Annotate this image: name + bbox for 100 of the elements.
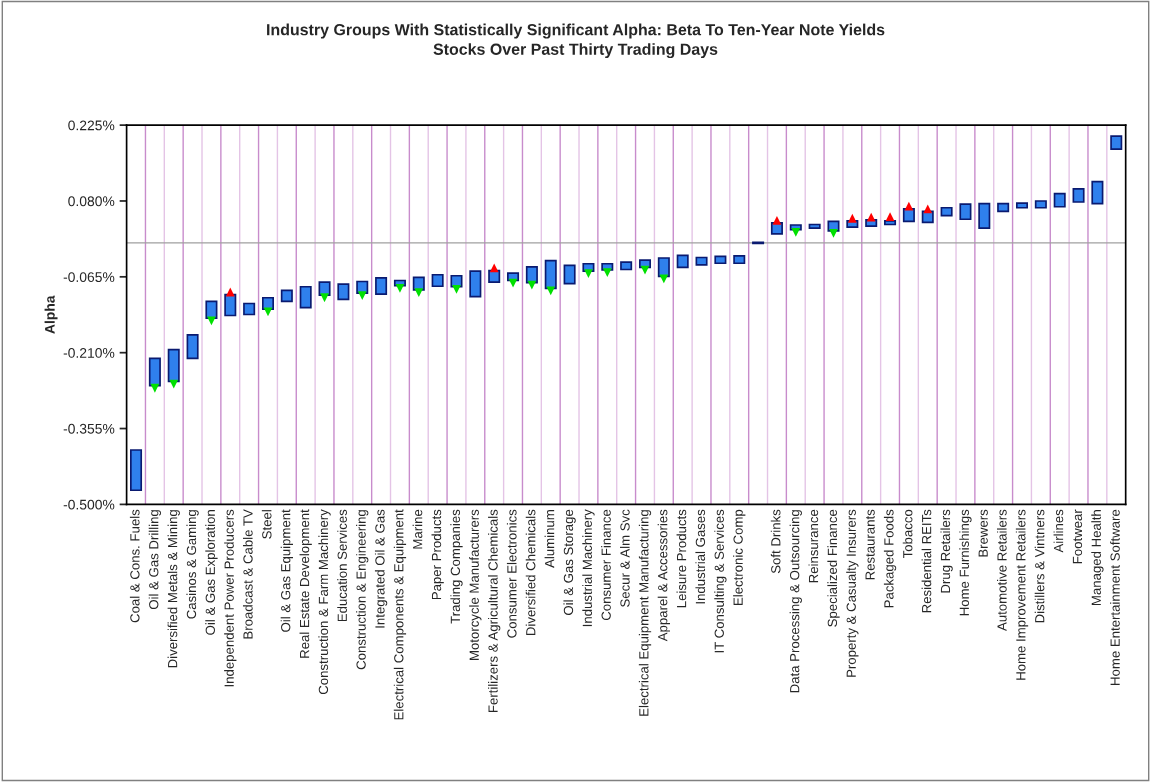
point: [508, 278, 518, 288]
point: [357, 291, 367, 301]
x-tick-label: Broadcast & Cable TV: [242, 509, 253, 639]
x-tick-label: Residential REITs: [921, 509, 932, 613]
bar: [695, 256, 708, 266]
point: [150, 383, 160, 393]
x-tick-label: Home Entertainment Software: [1110, 509, 1120, 685]
bar: [808, 223, 821, 230]
chart-title: Industry Groups With Statistically Significant Alpha: Beta To Ten-Year Note Yields: [267, 23, 885, 39]
bar: [299, 285, 312, 309]
point: [207, 316, 216, 326]
point: [584, 269, 593, 279]
y-tick-label: -0.210%: [63, 348, 115, 358]
x-tick-label: Coal & Cons. Fuels: [129, 509, 140, 623]
x-tick-label: Leisure Products: [676, 509, 687, 608]
x-tick-label: Aluminum: [544, 510, 555, 568]
point: [602, 268, 612, 278]
point: [904, 201, 914, 211]
x-tick-label: Oil & Gas Storage: [563, 509, 576, 615]
x-tick-label: Distillers & Vintners: [1034, 509, 1045, 623]
y-tick-label: -0.355%: [63, 423, 115, 434]
bar: [337, 283, 350, 301]
point: [263, 307, 273, 317]
y-tick-label: 0.080%: [68, 196, 115, 207]
x-tick-label: Drug Retailers: [940, 509, 953, 593]
point: [452, 284, 461, 294]
x-tick-label: IT Consulting & Services: [714, 509, 727, 653]
x-tick-label: Independent Power Producers: [224, 509, 237, 687]
bar: [167, 348, 180, 383]
x-tick-label: Consumer Electronics: [506, 509, 517, 638]
point: [866, 212, 876, 222]
point: [829, 229, 838, 238]
x-tick-label: Consumer Finance: [601, 509, 611, 621]
x-tick-label: Tobacco: [902, 509, 913, 559]
bar: [130, 449, 143, 492]
bar: [186, 334, 199, 360]
bar: [525, 266, 538, 284]
bar: [1015, 202, 1029, 209]
y-tick-label: -0.500%: [63, 499, 115, 510]
bar: [1072, 188, 1085, 203]
bar: [224, 293, 237, 317]
bar: [676, 254, 689, 269]
x-tick-label: Education Services: [337, 509, 347, 622]
x-tick-label: Oil & Gas Drilling: [148, 510, 162, 610]
x-tick-label: Motorcycle Manufacturers: [469, 509, 482, 660]
x-tick-label: Soft Drinks: [770, 509, 781, 574]
x-tick-label: Casinos & Gaming: [186, 510, 199, 619]
x-tick-label: Data Processing & Outsourcing: [789, 510, 802, 693]
bar: [714, 255, 727, 265]
x-tick-label: Footwear: [1072, 509, 1083, 564]
x-tick-label: Brewers: [978, 509, 988, 557]
bar: [431, 273, 444, 288]
x-tick-label: Marine: [412, 509, 423, 549]
bar: [148, 357, 161, 387]
y-tick-label: 0.225%: [68, 120, 115, 131]
bar: [620, 261, 633, 271]
point: [414, 288, 424, 297]
bar: [243, 302, 256, 316]
bar: [978, 202, 991, 230]
x-tick-label: Home Furnishings: [959, 509, 972, 616]
x-tick-label: Oil & Gas Equipment: [280, 509, 293, 632]
bar: [1034, 200, 1047, 209]
bar: [657, 257, 670, 278]
bar: [563, 264, 576, 285]
point: [772, 215, 782, 225]
point: [791, 227, 801, 237]
x-tick-label: Diversified Chemicals: [525, 509, 536, 636]
point: [659, 274, 669, 284]
bar: [959, 203, 972, 221]
x-tick-label: Home Improvement Retailers: [1015, 509, 1029, 680]
point: [527, 280, 537, 290]
point: [923, 204, 933, 214]
x-tick-label: Construction & Engineering: [356, 510, 369, 670]
x-tick-label: Trading Companies: [450, 509, 463, 624]
bar: [733, 255, 746, 265]
x-tick-label: Construction & Farm Machinery: [318, 509, 331, 695]
y-tick-label: -0.065%: [63, 272, 115, 282]
point: [847, 213, 857, 223]
bar: [1110, 135, 1123, 151]
bar: [469, 270, 482, 298]
x-tick-label: Electronic Comp: [733, 509, 746, 605]
x-tick-label: Industrial Machinery: [582, 509, 595, 627]
bar: [280, 289, 293, 303]
x-tick-label: Oil & Gas Exploration: [205, 510, 218, 635]
bar: [544, 259, 557, 290]
point: [320, 293, 329, 303]
y-axis-title: Alpha: [44, 295, 58, 334]
x-tick-label: Industrial Gases: [695, 509, 706, 604]
x-tick-label: Steel: [261, 510, 272, 539]
chart-subtitle: Stocks Over Past Thirty Trading Days: [433, 43, 718, 59]
x-tick-label: Automotive Retailers: [997, 509, 1007, 631]
bar: [375, 277, 388, 295]
point: [489, 263, 499, 273]
point: [169, 379, 179, 389]
x-tick-label: Fertilizers & Agricultural Chemicals: [488, 509, 501, 712]
x-tick-label: Integrated Oil & Gas: [374, 509, 388, 628]
point: [395, 283, 405, 293]
x-tick-label: Property & Casualty Insurers: [846, 509, 859, 677]
point: [225, 287, 235, 297]
x-tick-label: Packaged Foods: [883, 509, 897, 608]
